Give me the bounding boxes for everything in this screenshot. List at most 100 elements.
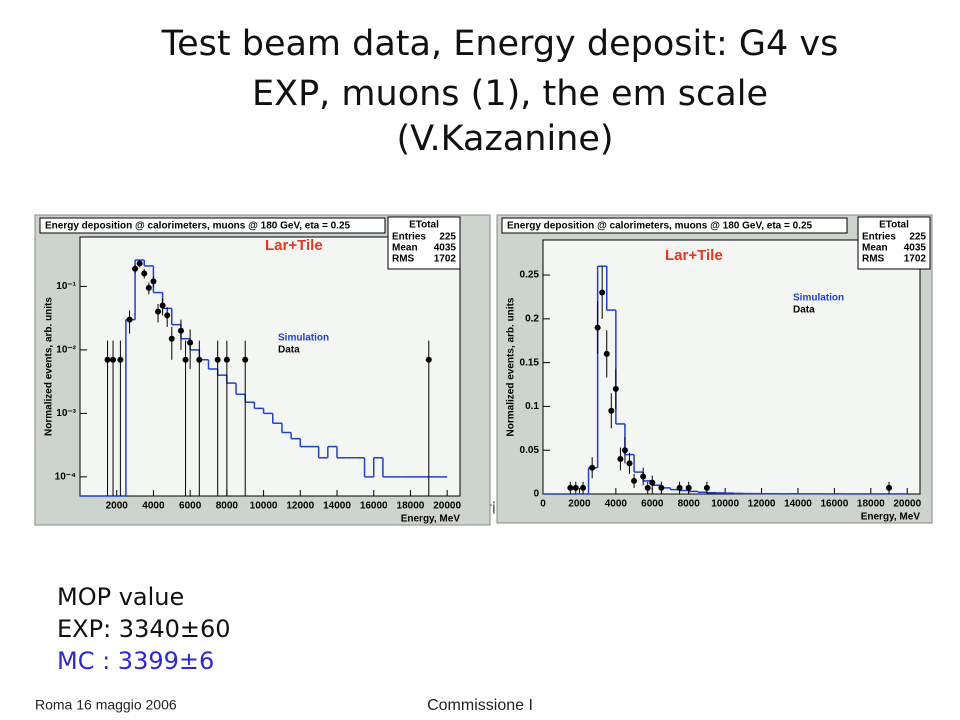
data-point xyxy=(612,385,619,392)
data-point xyxy=(242,356,249,363)
chart-title-box xyxy=(39,217,386,234)
data-point xyxy=(603,350,610,357)
x-tick-label: 16000 xyxy=(360,501,388,512)
y-tick-label: 10⁻⁴ xyxy=(55,472,76,483)
data-point xyxy=(580,484,587,491)
data-point xyxy=(594,324,601,331)
x-tick-label: 0 xyxy=(540,499,546,510)
x-tick-label: 20000 xyxy=(893,499,921,510)
x-tick-label: 16000 xyxy=(820,499,848,510)
data-point xyxy=(567,484,574,491)
footer-left: Roma 16 maggio 2006 xyxy=(35,697,177,713)
y-tick-label: 0.05 xyxy=(520,445,540,456)
chart-title: Energy deposition @ calorimeters, muons … xyxy=(45,221,351,232)
y-tick-label: 0.25 xyxy=(520,270,540,281)
y-axis-label: Normalized events, arb. units xyxy=(44,297,55,436)
data-point xyxy=(644,484,651,491)
stats-box xyxy=(857,216,931,270)
stats-label: Entries xyxy=(392,232,426,243)
data-point xyxy=(159,302,166,309)
x-tick-label: 18000 xyxy=(857,499,885,510)
data-point xyxy=(187,339,194,346)
data-point xyxy=(649,479,656,486)
title-line: Test beam data, Energy deposit: G4 vs xyxy=(161,24,839,64)
x-tick-label: 12000 xyxy=(748,499,776,510)
data-point xyxy=(177,327,184,334)
y-tick-label: 10⁻² xyxy=(56,345,76,356)
data-point xyxy=(685,484,692,491)
x-tick-label: 4000 xyxy=(142,501,165,512)
data-point xyxy=(631,477,638,484)
x-tick-label: 6000 xyxy=(641,499,664,510)
x-tick-label: 10000 xyxy=(711,499,739,510)
stats-value: 4035 xyxy=(904,243,927,254)
x-tick-label: 4000 xyxy=(605,499,628,510)
y-tick-label: 10⁻³ xyxy=(56,408,76,419)
data-point xyxy=(572,484,579,491)
legend-entry: Simulation xyxy=(278,333,329,344)
mop-heading: MOP value xyxy=(57,583,184,611)
chart-title: Energy deposition @ calorimeters, muons … xyxy=(507,221,813,232)
data-point xyxy=(136,260,143,267)
plot-label: Lar+Tile xyxy=(265,237,323,254)
stats-label: RMS xyxy=(392,254,415,265)
stats-title: ETotal xyxy=(879,220,909,231)
x-tick-label: 6000 xyxy=(179,501,202,512)
data-point xyxy=(425,356,432,363)
x-tick-label: 20000 xyxy=(433,501,461,512)
x-tick-label: 14000 xyxy=(784,499,812,510)
stats-label: RMS xyxy=(862,254,885,265)
data-point xyxy=(640,473,647,480)
footer-center: Commissione I xyxy=(427,697,533,714)
data-point xyxy=(617,455,624,462)
stats-label: Mean xyxy=(392,243,418,254)
data-point xyxy=(110,356,117,363)
data-point xyxy=(589,464,596,471)
data-point xyxy=(599,289,606,296)
stats-value: 225 xyxy=(909,232,926,243)
x-tick-label: 2000 xyxy=(106,501,129,512)
mop-mc: MC : 3399±6 xyxy=(57,647,214,675)
mop-exp: EXP: 3340±60 xyxy=(57,615,231,643)
data-point xyxy=(214,356,221,363)
data-point xyxy=(886,484,893,491)
x-tick-label: 12000 xyxy=(286,501,314,512)
plot-frame xyxy=(79,236,461,497)
data-point xyxy=(150,278,157,285)
data-point xyxy=(621,447,628,454)
y-axis-label: Normalized events, arb. units xyxy=(506,297,517,436)
data-point xyxy=(168,335,175,342)
data-point xyxy=(132,265,139,272)
data-point xyxy=(141,270,148,277)
legend-entry: Data xyxy=(278,345,300,356)
data-point xyxy=(182,356,189,363)
data-point xyxy=(658,484,665,491)
x-tick-label: 10000 xyxy=(250,501,278,512)
title-line: EXP, muons (1), the em scale xyxy=(252,74,768,114)
x-tick-label: 8000 xyxy=(678,499,701,510)
x-tick-label: 18000 xyxy=(397,501,425,512)
y-tick-label: 0.1 xyxy=(525,401,539,412)
stats-value: 1702 xyxy=(904,254,927,265)
stats-box xyxy=(387,216,461,270)
plot-frame xyxy=(542,239,921,495)
data-point xyxy=(155,308,162,315)
plot-label: Lar+Tile xyxy=(665,247,723,264)
data-point xyxy=(626,460,633,467)
stats-value: 4035 xyxy=(434,243,457,254)
stats-value: 1702 xyxy=(434,254,457,265)
y-tick-label: 0 xyxy=(533,489,539,500)
y-tick-label: 10⁻¹ xyxy=(56,281,76,292)
stats-label: Mean xyxy=(862,243,888,254)
data-point xyxy=(196,356,203,363)
text-fragment: ri xyxy=(485,499,496,518)
data-point xyxy=(126,316,133,323)
data-point xyxy=(223,356,230,363)
stats-label: Entries xyxy=(862,232,896,243)
chart-title-box xyxy=(501,217,848,234)
data-point xyxy=(145,284,152,291)
stats-title: ETotal xyxy=(409,220,439,231)
x-tick-label: 2000 xyxy=(568,499,591,510)
y-tick-label: 0.15 xyxy=(520,357,540,368)
x-tick-label: 8000 xyxy=(216,501,239,512)
